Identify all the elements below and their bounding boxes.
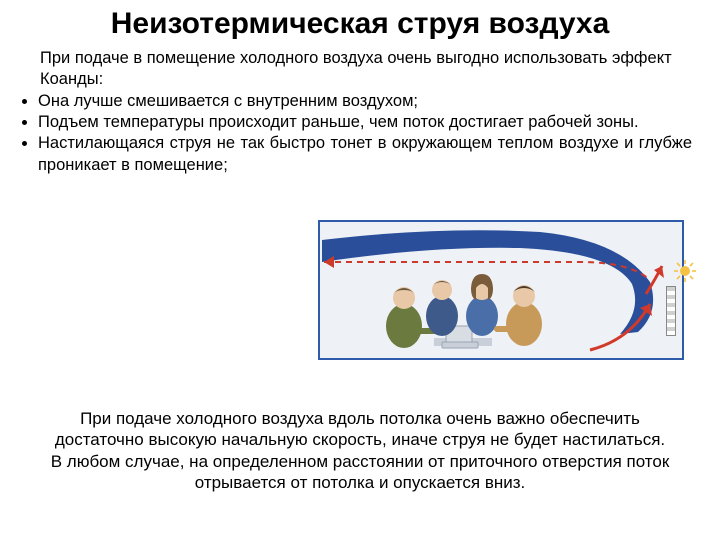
bottom-paragraph: При подаче холодного воздуха вдоль потол… bbox=[0, 408, 720, 493]
radiator-icon bbox=[666, 286, 676, 336]
person-4 bbox=[494, 285, 542, 346]
bullet-item: Она лучше смешивается с внутренним возду… bbox=[38, 91, 692, 112]
diagram-container bbox=[318, 220, 684, 360]
intro-text: При подаче в помещение холодного воздуха… bbox=[0, 42, 720, 89]
bullet-item: Подъем температуры происходит раньше, че… bbox=[38, 112, 692, 133]
coanda-diagram bbox=[318, 220, 684, 360]
people-group bbox=[376, 268, 556, 356]
sun-icon bbox=[674, 260, 696, 282]
page-title: Неизотермическая струя воздуха bbox=[0, 0, 720, 42]
bullet-list: Она лучше смешивается с внутренним возду… bbox=[0, 89, 720, 175]
person-2 bbox=[426, 280, 458, 336]
laptop-base bbox=[442, 342, 478, 348]
person-3 bbox=[466, 274, 498, 336]
bullet-item: Настилающаяся струя не так быстро тонет … bbox=[38, 133, 692, 175]
